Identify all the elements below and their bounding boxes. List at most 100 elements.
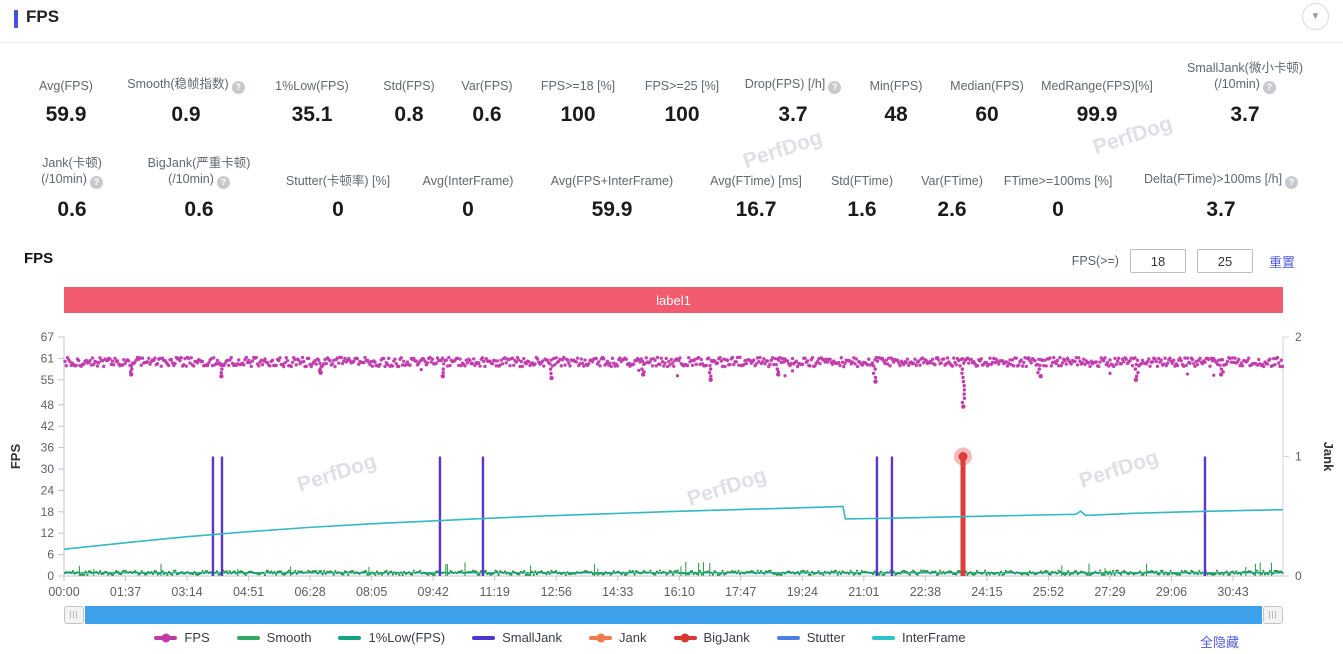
y-tick-right-label: 2 bbox=[1295, 330, 1302, 344]
legend-item-1-low-fps-[interactable]: 1%Low(FPS) bbox=[338, 630, 445, 645]
fps-point bbox=[1140, 358, 1145, 363]
fps-point bbox=[1044, 364, 1048, 368]
fps-point bbox=[313, 359, 317, 363]
smooth-point bbox=[279, 570, 283, 573]
fps-dip-point bbox=[130, 367, 134, 371]
fps-point bbox=[772, 362, 776, 367]
fps-point bbox=[553, 362, 557, 367]
metric-item: Var(FTime) 2.6 bbox=[908, 173, 996, 223]
legend-item-jank[interactable]: Jank bbox=[589, 630, 647, 645]
help-icon[interactable]: ? bbox=[216, 176, 230, 189]
fps-point bbox=[1279, 358, 1283, 362]
fps-point bbox=[987, 362, 991, 367]
metric-label-line2: (/10min)? bbox=[1160, 76, 1330, 94]
fps-point bbox=[665, 364, 670, 369]
fps-point bbox=[397, 364, 401, 369]
fps-point bbox=[913, 357, 917, 361]
fps-point bbox=[167, 363, 171, 368]
fps-timeline-chart[interactable]: PerfDog PerfDog PerfDog0612182430364248556… bbox=[0, 330, 1343, 602]
smooth-point bbox=[564, 573, 567, 576]
x-tick-label: 01:37 bbox=[110, 585, 141, 599]
smooth-point bbox=[503, 570, 507, 573]
legend-item-smalljank[interactable]: SmallJank bbox=[472, 630, 562, 645]
fps-point bbox=[1113, 356, 1117, 361]
fps-point bbox=[734, 360, 738, 364]
smooth-point bbox=[1158, 573, 1161, 576]
fps-point bbox=[1184, 363, 1188, 367]
fps-point bbox=[608, 361, 612, 366]
fps-point bbox=[188, 361, 192, 365]
legend-item-bigjank[interactable]: BigJank bbox=[673, 630, 750, 645]
fps-point bbox=[522, 356, 526, 361]
reset-link[interactable]: 重置 bbox=[1268, 254, 1295, 270]
smooth-point bbox=[849, 569, 852, 572]
legend-item-interframe[interactable]: InterFrame bbox=[872, 630, 966, 645]
fps-point bbox=[1112, 364, 1116, 369]
fps-point bbox=[765, 359, 770, 363]
smooth-point bbox=[649, 569, 652, 572]
selected-point-marker[interactable] bbox=[958, 452, 968, 461]
help-icon[interactable]: ? bbox=[1262, 81, 1276, 94]
fps-point bbox=[1268, 357, 1272, 361]
fps-dip-point bbox=[1136, 370, 1140, 375]
fps-point bbox=[785, 359, 790, 363]
fps-point bbox=[805, 359, 810, 363]
smooth-point bbox=[1123, 569, 1126, 573]
smooth-point bbox=[700, 573, 703, 576]
smooth-point bbox=[1163, 573, 1166, 576]
fps-point bbox=[1033, 359, 1037, 363]
fps-point bbox=[447, 355, 451, 360]
scrollbar-right-handle[interactable]: ||| bbox=[1263, 606, 1283, 624]
help-icon[interactable]: ? bbox=[1285, 176, 1299, 189]
smooth-point bbox=[321, 573, 324, 576]
smooth-point bbox=[391, 573, 395, 576]
smooth-point bbox=[174, 569, 177, 572]
fps-point bbox=[282, 364, 286, 369]
help-icon[interactable]: ? bbox=[828, 81, 842, 94]
x-tick-label: 17:47 bbox=[725, 585, 756, 599]
fps-point bbox=[758, 355, 762, 360]
smooth-point bbox=[1119, 573, 1123, 576]
hide-all-link[interactable]: 全隐藏 bbox=[1199, 635, 1239, 650]
help-icon[interactable]: ? bbox=[89, 176, 103, 189]
fps-point bbox=[944, 361, 948, 366]
fps-point bbox=[229, 355, 233, 360]
smooth-point bbox=[1227, 573, 1230, 576]
fps-point bbox=[939, 361, 943, 365]
smooth-point bbox=[806, 570, 809, 573]
fps-point bbox=[839, 356, 843, 360]
smooth-point bbox=[1039, 570, 1043, 573]
fps-point bbox=[1280, 364, 1285, 369]
legend-item-smooth[interactable]: Smooth bbox=[236, 630, 311, 645]
smooth-point bbox=[1228, 573, 1231, 576]
smooth-point bbox=[966, 573, 969, 576]
x-tick-label: 16:10 bbox=[664, 585, 695, 599]
fps-point bbox=[575, 356, 580, 360]
legend-label: BigJank bbox=[703, 630, 750, 645]
fps-point bbox=[1022, 360, 1026, 365]
fps-point bbox=[309, 364, 313, 369]
smooth-point bbox=[1046, 570, 1049, 573]
collapse-button[interactable]: ▼ bbox=[1302, 3, 1329, 30]
fps-point bbox=[650, 364, 655, 368]
smooth-point bbox=[156, 573, 159, 576]
scrollbar-left-handle[interactable]: ||| bbox=[64, 606, 84, 624]
fps-point bbox=[648, 360, 652, 364]
fps-point bbox=[518, 364, 522, 369]
fps-threshold-input-low[interactable] bbox=[1129, 249, 1186, 273]
smooth-point bbox=[916, 573, 919, 576]
fps-point bbox=[434, 361, 438, 365]
fps-point bbox=[1048, 356, 1052, 360]
fps-point bbox=[565, 358, 570, 362]
fps-point bbox=[1038, 363, 1042, 368]
fps-point bbox=[960, 356, 965, 361]
fps-threshold-input-high[interactable] bbox=[1196, 249, 1253, 273]
smooth-point bbox=[769, 569, 772, 572]
scrollbar-fill[interactable] bbox=[85, 606, 1262, 624]
legend-item-stutter[interactable]: Stutter bbox=[776, 630, 845, 645]
smooth-point bbox=[385, 569, 388, 572]
metric-label: FPS>=25 [%] bbox=[644, 79, 720, 93]
fps-point bbox=[1007, 361, 1011, 366]
legend-item-fps[interactable]: FPS bbox=[154, 630, 210, 645]
help-icon[interactable]: ? bbox=[231, 81, 245, 94]
